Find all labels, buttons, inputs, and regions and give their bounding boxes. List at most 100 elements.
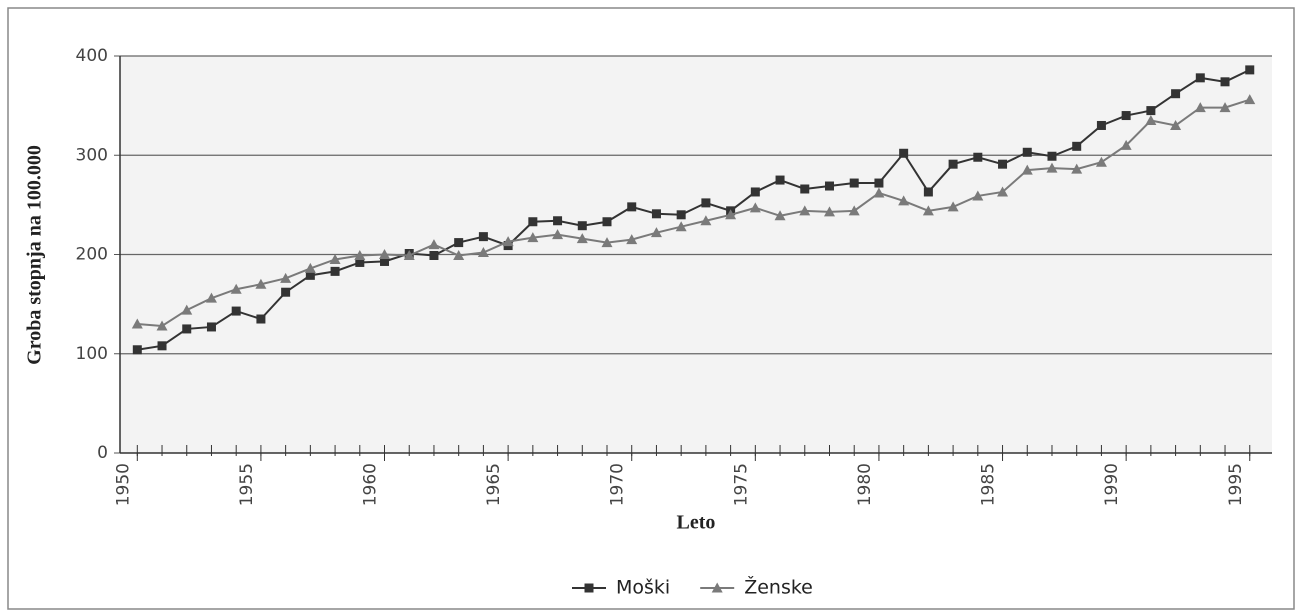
- data-point: [626, 234, 638, 245]
- data-point: [528, 217, 538, 227]
- data-point: [1022, 147, 1032, 157]
- data-point: [231, 306, 241, 316]
- data-point: [823, 206, 835, 217]
- data-point: [205, 292, 217, 303]
- series-line: [137, 68, 1251, 351]
- data-point: [256, 314, 266, 324]
- data-point: [379, 249, 391, 259]
- data-point: [1096, 120, 1106, 130]
- data-point: [131, 318, 143, 329]
- data-point: [1220, 77, 1230, 87]
- data-point: [1170, 119, 1182, 130]
- data-point: [873, 187, 885, 198]
- data-point: [478, 232, 488, 242]
- y-tick-label: 200: [76, 245, 108, 265]
- data-point: [1072, 141, 1082, 151]
- data-point: [1145, 115, 1157, 126]
- data-point: [403, 249, 415, 260]
- data-point: [157, 341, 167, 351]
- x-tick-label: 1980: [855, 463, 875, 506]
- data-point: [1095, 156, 1107, 167]
- data-point: [849, 178, 859, 188]
- data-point: [700, 215, 712, 226]
- data-point: [650, 227, 662, 238]
- data-point: [206, 322, 216, 332]
- data-point: [181, 304, 193, 315]
- data-point: [899, 148, 909, 158]
- data-point: [576, 233, 588, 244]
- data-point: [675, 221, 687, 232]
- data-point: [230, 283, 242, 294]
- data-point: [948, 159, 958, 169]
- data-point: [973, 152, 983, 162]
- x-tick-label: 1995: [1226, 463, 1246, 506]
- data-point: [429, 250, 439, 260]
- data-point: [329, 253, 341, 264]
- y-tick-label: 0: [97, 443, 108, 463]
- data-point: [280, 272, 292, 283]
- data-point: [1047, 151, 1057, 161]
- data-point: [156, 320, 168, 331]
- data-point: [848, 205, 860, 216]
- x-tick-label: 1985: [979, 463, 999, 506]
- data-point: [330, 266, 340, 276]
- data-point: [824, 181, 834, 191]
- data-point: [997, 186, 1009, 197]
- data-point: [454, 238, 464, 248]
- data-point: [255, 278, 267, 289]
- y-tick-label: 400: [76, 46, 108, 66]
- data-point: [527, 232, 539, 243]
- data-point: [1121, 111, 1131, 121]
- y-axis-label: Groba stopnja na 100.000: [24, 145, 46, 365]
- y-tick-label: 300: [76, 145, 108, 165]
- data-point: [182, 324, 192, 334]
- y-tick-label: 100: [76, 344, 108, 364]
- data-point: [502, 236, 514, 247]
- data-point: [701, 198, 711, 208]
- data-point: [281, 287, 291, 297]
- data-point: [1244, 94, 1256, 105]
- data-point: [898, 195, 910, 206]
- data-point: [1046, 162, 1058, 173]
- data-point: [304, 262, 316, 273]
- data-point: [627, 202, 637, 212]
- data-point: [552, 229, 564, 240]
- data-point: [305, 270, 315, 280]
- data-point: [725, 209, 737, 220]
- data-point: [1120, 139, 1132, 150]
- data-point: [774, 210, 786, 221]
- data-point: [428, 239, 440, 250]
- x-tick-label: 1990: [1102, 463, 1122, 506]
- x-tick-label: 1965: [484, 463, 504, 506]
- data-point: [1245, 65, 1255, 75]
- data-point: [923, 187, 933, 197]
- data-point: [799, 205, 811, 216]
- data-point: [874, 178, 884, 188]
- data-point: [1195, 73, 1205, 83]
- data-point: [1194, 102, 1206, 113]
- data-point: [972, 190, 984, 201]
- data-point: [947, 201, 959, 212]
- legend-swatch-marker: [711, 582, 723, 593]
- data-point: [354, 249, 366, 260]
- x-tick-label: 1960: [361, 463, 381, 506]
- data-point: [922, 205, 934, 216]
- data-point: [1146, 106, 1156, 116]
- data-point: [577, 221, 587, 231]
- data-point: [355, 257, 365, 267]
- data-point: [750, 187, 760, 197]
- data-point: [553, 216, 563, 226]
- x-tick-label: 1975: [731, 463, 751, 506]
- legend-swatch-marker: [584, 583, 594, 593]
- legend-label: Moški: [616, 577, 670, 599]
- series-line: [137, 98, 1251, 327]
- data-point: [676, 210, 686, 220]
- data-point: [998, 159, 1008, 169]
- data-point: [800, 184, 810, 194]
- x-tick-label: 1970: [608, 463, 628, 506]
- x-tick-label: 1955: [237, 463, 257, 506]
- data-point: [1219, 102, 1231, 113]
- data-point: [775, 175, 785, 185]
- data-point: [651, 209, 661, 219]
- data-point: [380, 256, 390, 266]
